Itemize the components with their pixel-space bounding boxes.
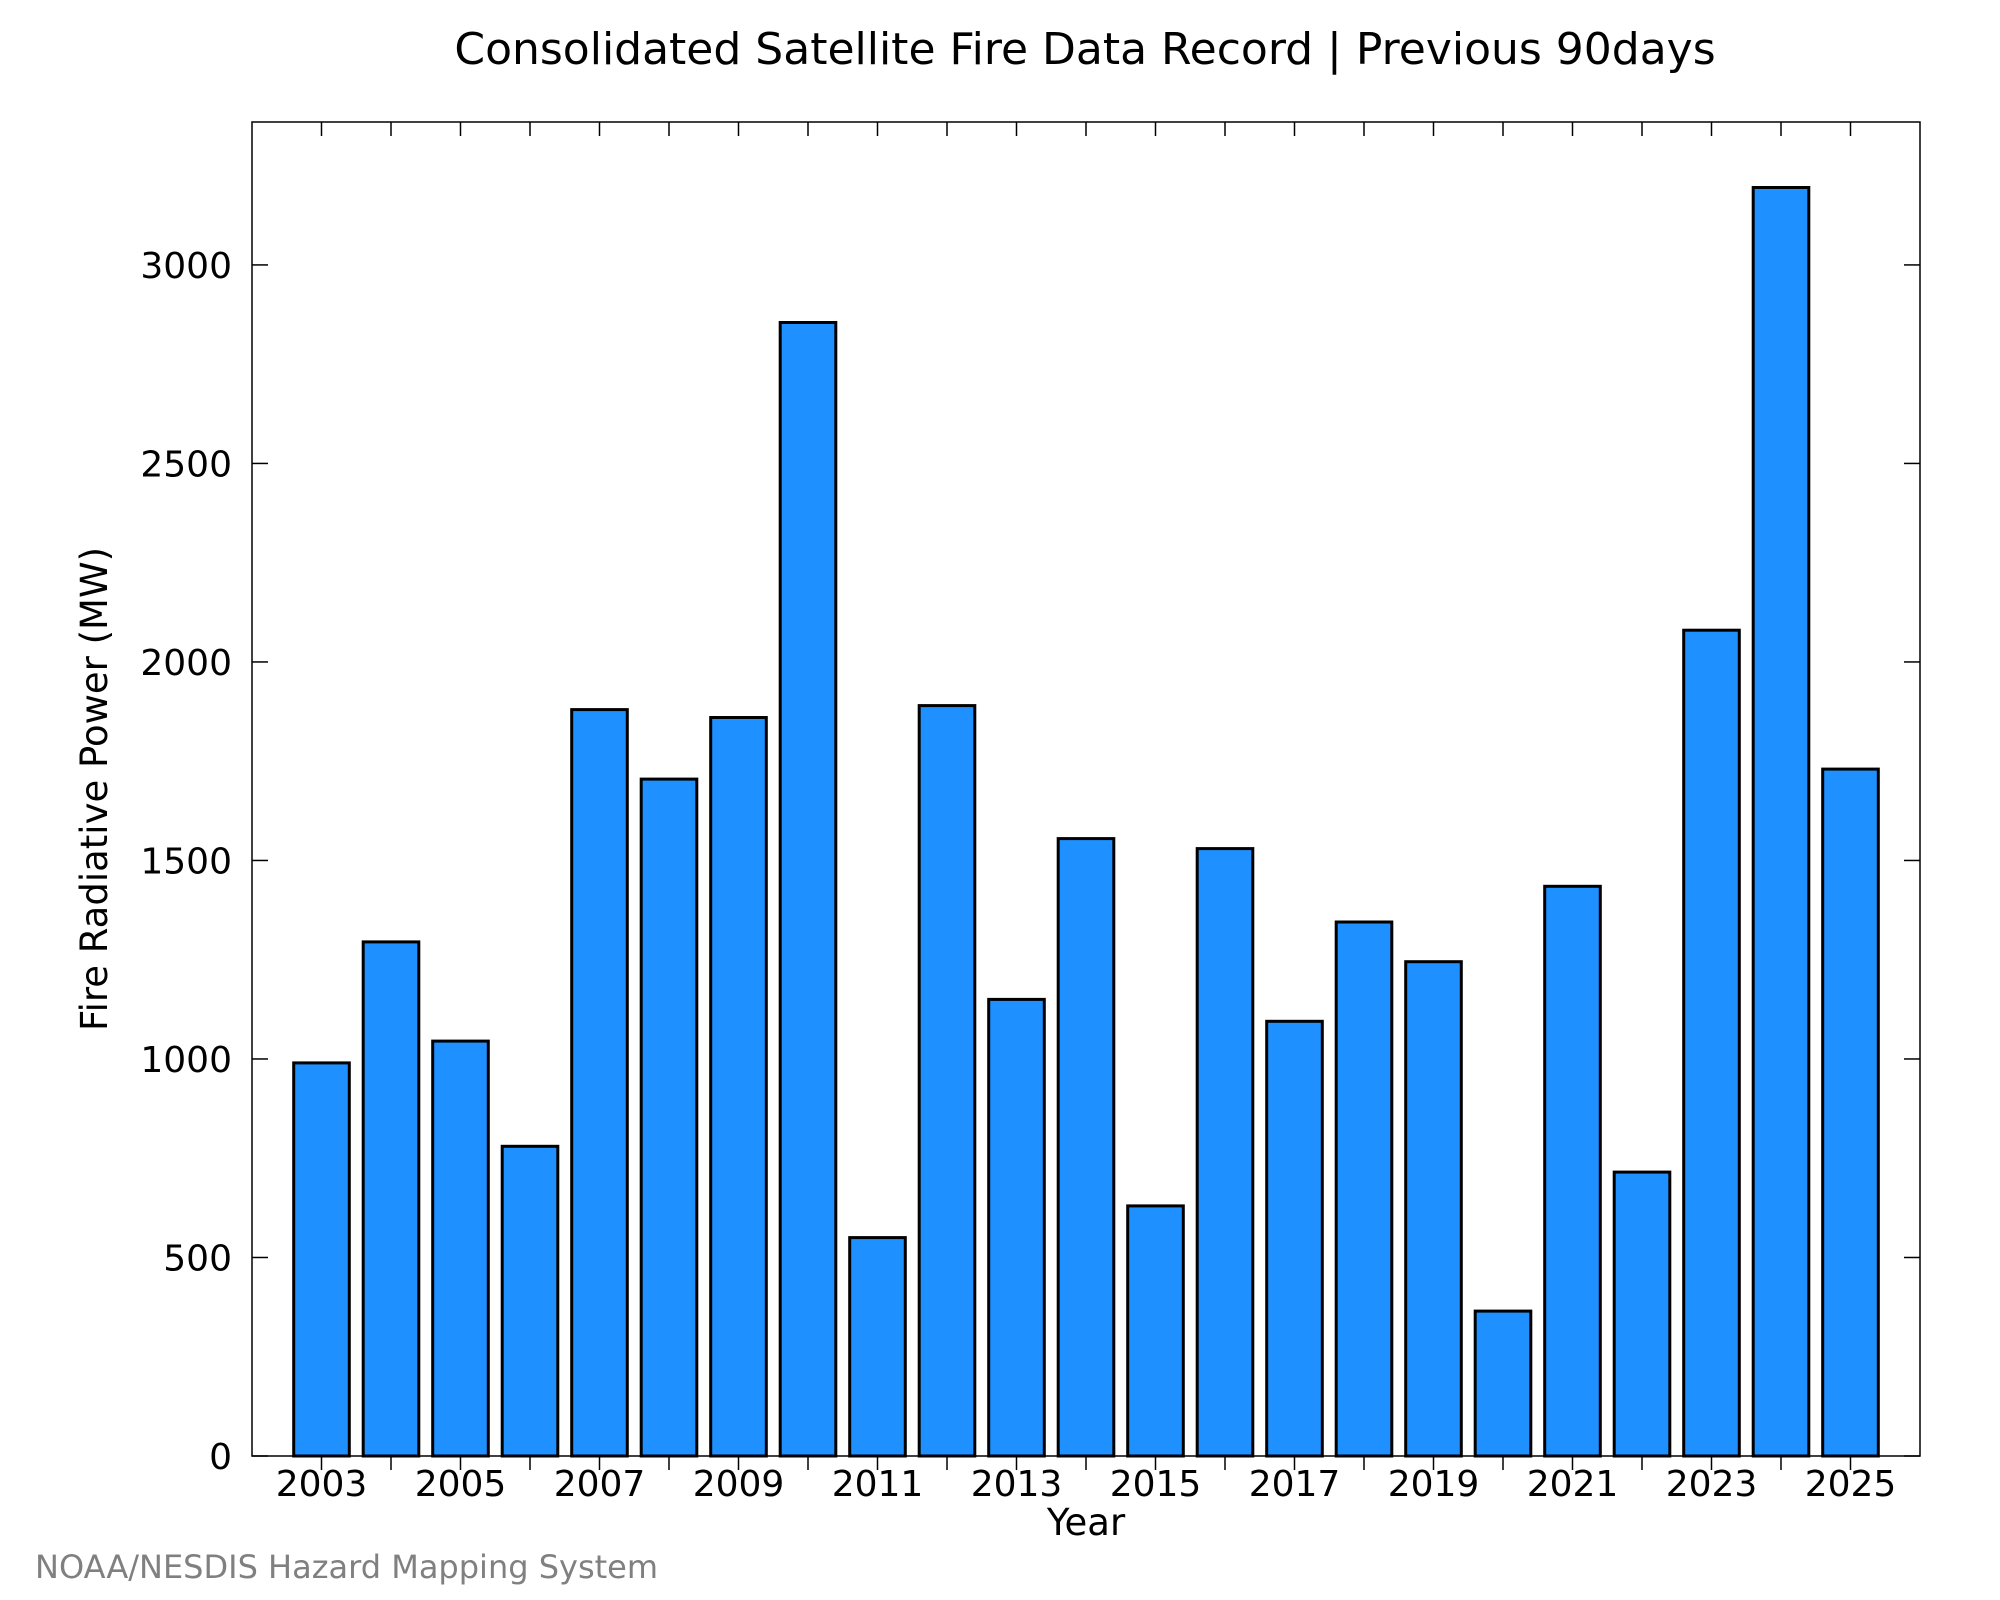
y-axis-title: Fire Radiative Power (MW) xyxy=(73,547,116,1031)
x-tick-label-2003: 2003 xyxy=(276,1464,368,1505)
bar-2013 xyxy=(987,997,1046,1458)
bar-2009 xyxy=(709,716,768,1458)
bar-2011 xyxy=(848,1236,907,1458)
x-tick-label-2007: 2007 xyxy=(554,1464,646,1505)
bars-group xyxy=(292,186,1880,1458)
y-axis: 0 500 1000 1500 2000 2500 3000 xyxy=(140,246,1920,1478)
bar-2017 xyxy=(1265,1019,1324,1458)
credit-text: NOAA/NESDIS Hazard Mapping System xyxy=(35,1548,658,1586)
x-tick-label-2023: 2023 xyxy=(1666,1464,1758,1505)
x-tick-label-2005: 2005 xyxy=(415,1464,507,1505)
bar-2010 xyxy=(778,321,838,1458)
x-tick-label-2019: 2019 xyxy=(1388,1464,1480,1505)
bar-2018 xyxy=(1334,920,1394,1458)
bar-2019 xyxy=(1404,960,1463,1458)
y-tick-label-2000: 2000 xyxy=(140,643,232,684)
bar-2023 xyxy=(1682,628,1741,1458)
bar-2004 xyxy=(361,940,421,1458)
bar-2012 xyxy=(917,704,977,1458)
x-tick-label-2009: 2009 xyxy=(693,1464,785,1505)
x-axis: 2003 2005 2007 2009 2011 2013 2015 2017 2019 2021… xyxy=(276,122,1897,1505)
bar-2014 xyxy=(1056,837,1116,1458)
x-tick-label-2021: 2021 xyxy=(1527,1464,1619,1505)
bar-2024 xyxy=(1751,186,1811,1458)
x-tick-label-2013: 2013 xyxy=(971,1464,1063,1505)
bar-2006 xyxy=(500,1144,560,1458)
x-tick-label-2017: 2017 xyxy=(1249,1464,1341,1505)
x-tick-label-2011: 2011 xyxy=(832,1464,924,1505)
x-axis-title: Year xyxy=(1046,1501,1126,1544)
x-tick-label-2015: 2015 xyxy=(1110,1464,1202,1505)
bar-2022 xyxy=(1612,1170,1672,1458)
y-tick-label-3000: 3000 xyxy=(140,246,232,287)
bar-2016 xyxy=(1195,847,1255,1458)
bar-2021 xyxy=(1543,884,1602,1458)
x-tick-label-2025: 2025 xyxy=(1805,1464,1897,1505)
bar-2003 xyxy=(292,1061,351,1458)
bar-2008 xyxy=(639,777,699,1458)
y-tick-label-1500: 1500 xyxy=(140,841,232,882)
bar-2020 xyxy=(1473,1309,1533,1458)
y-tick-label-2500: 2500 xyxy=(140,444,232,485)
bar-2025 xyxy=(1821,767,1880,1458)
bar-2007 xyxy=(570,708,629,1458)
chart-title: Consolidated Satellite Fire Data Record … xyxy=(454,24,1715,75)
bar-2015 xyxy=(1126,1204,1185,1458)
bar-2005 xyxy=(431,1039,490,1458)
y-tick-label-500: 500 xyxy=(163,1238,232,1279)
y-tick-label-1000: 1000 xyxy=(140,1040,232,1081)
y-tick-label-0: 0 xyxy=(209,1437,232,1478)
